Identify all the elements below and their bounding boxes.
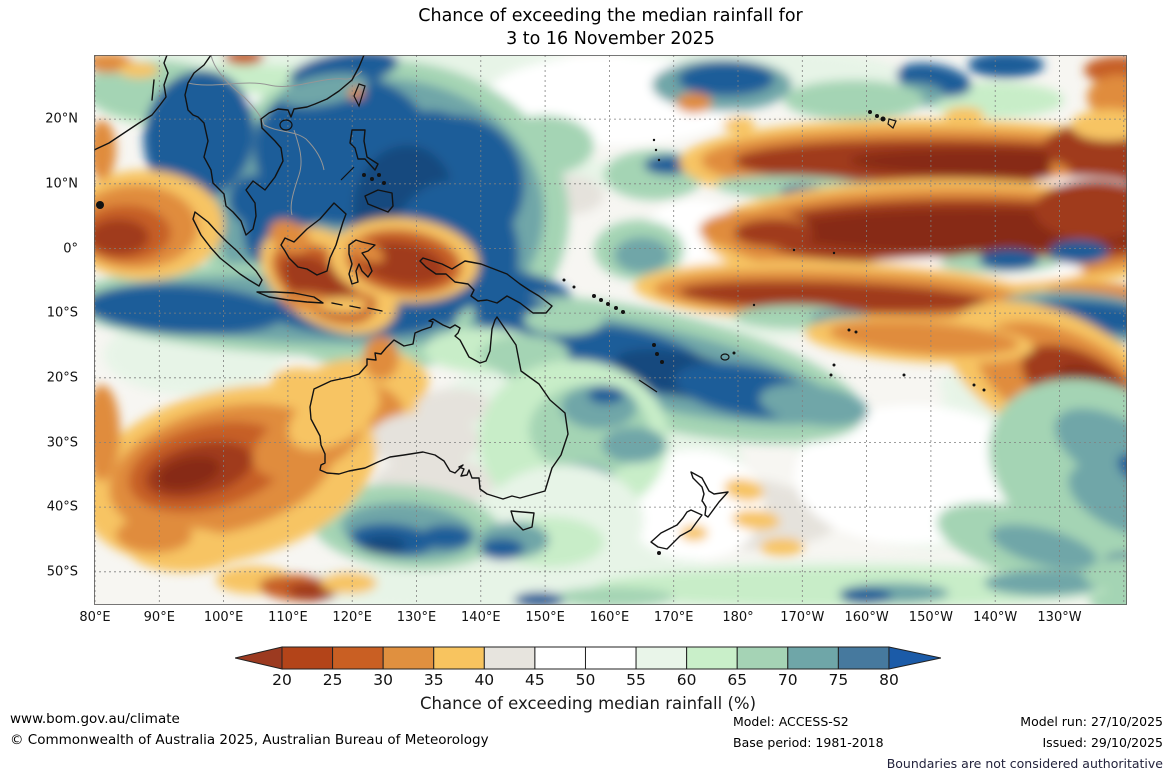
- colorbar-tick-label: 55: [626, 671, 646, 689]
- lat-tick-label: 50°S: [46, 564, 78, 580]
- colorbar-tick-label: 35: [423, 671, 444, 689]
- lon-tick-label: 130°E: [396, 610, 437, 625]
- lat-tick-label: 0°: [63, 241, 78, 256]
- lat-tick-label: 40°S: [46, 499, 78, 515]
- lon-tick-label: 180°: [722, 610, 754, 625]
- page-title-line1: Chance of exceeding the median rainfall …: [418, 6, 803, 26]
- lat-tick-label: 20°S: [46, 370, 78, 386]
- lat-tick-label: 10°N: [45, 176, 78, 192]
- footer-base-period: Base period: 1981-2018: [733, 735, 884, 750]
- footer-boundaries-note: Boundaries are not considered authoritat…: [886, 756, 1163, 770]
- map-frame: [93, 54, 1127, 605]
- colorbar-tick-label: 25: [322, 671, 343, 689]
- lon-tick-label: 140°E: [461, 610, 501, 625]
- lon-tick-label: 170°E: [653, 610, 694, 625]
- lon-tick-label: 90°E: [143, 610, 175, 625]
- footer-copyright: © Commonwealth of Australia 2025, Austra…: [10, 732, 489, 748]
- latitude-axis: 20°N 10°N 0° 10°S 20°S 30°S 40°S 50°S: [0, 55, 86, 605]
- colorbar-tick-label: 50: [575, 671, 596, 689]
- lon-tick-label: 170°W: [780, 610, 825, 625]
- map-canvas: [93, 54, 1127, 605]
- colorbar-tick-label: 65: [727, 671, 748, 689]
- footer-model: Model: ACCESS-S2: [733, 714, 849, 729]
- colorbar-tick-label: 60: [676, 671, 697, 689]
- colorbar-tick-label: 30: [373, 671, 394, 689]
- colorbar-caption: Chance of exceeding median rainfall (%): [419, 694, 757, 713]
- lon-tick-label: 160°E: [589, 610, 630, 625]
- lon-tick-label: 120°E: [332, 610, 372, 625]
- lat-tick-label: 20°N: [45, 111, 78, 127]
- lon-tick-label: 140°W: [973, 610, 1018, 625]
- footer-model-run: Model run: 27/10/2025: [1020, 714, 1163, 729]
- colorbar-tick-label: 75: [828, 671, 849, 689]
- footer-url: www.bom.gov.au/climate: [10, 711, 180, 727]
- lon-tick-label: 150°E: [525, 610, 565, 625]
- footer-issued: Issued: 29/10/2025: [1042, 735, 1164, 750]
- lon-tick-label: 150°W: [908, 610, 953, 625]
- footer-middle: Model: ACCESS-S2 Base period: 1981-2018: [733, 711, 884, 753]
- lat-tick-label: 10°S: [46, 305, 78, 321]
- longitude-axis: 80°E 90°E 100°E 110°E 120°E 130°E 140°E 150°E 16…: [79, 610, 1127, 630]
- colorbar-tick-label: 45: [525, 671, 545, 689]
- colorbar-tick-label: 80: [879, 671, 899, 689]
- colorbar-tick-label: 20: [272, 671, 292, 689]
- colorbar-canvas: [234, 646, 942, 670]
- page-title-line2: 3 to 16 November 2025: [506, 29, 715, 49]
- colorbar-tick-labels: 20 25 30 35 40 45 50 55 60 65 70 75 80: [235, 671, 941, 691]
- colorbar-tick-label: 40: [474, 671, 495, 689]
- lon-tick-label: 110°E: [268, 610, 308, 625]
- lon-tick-label: 100°E: [203, 610, 244, 625]
- lat-tick-label: 30°S: [46, 435, 78, 450]
- page-title: Chance of exceeding the median rainfall …: [94, 5, 1127, 51]
- colorbar: [234, 646, 942, 670]
- colorbar-tick-label: 70: [777, 671, 798, 689]
- lon-tick-label: 80°E: [79, 610, 111, 625]
- footer-left: www.bom.gov.au/climate © Commonwealth of…: [10, 709, 489, 751]
- footer-right: Model run: 27/10/2025 Issued: 29/10/2025…: [887, 711, 1163, 770]
- lon-tick-label: 160°W: [844, 610, 889, 625]
- lon-tick-label: 130°W: [1037, 610, 1082, 625]
